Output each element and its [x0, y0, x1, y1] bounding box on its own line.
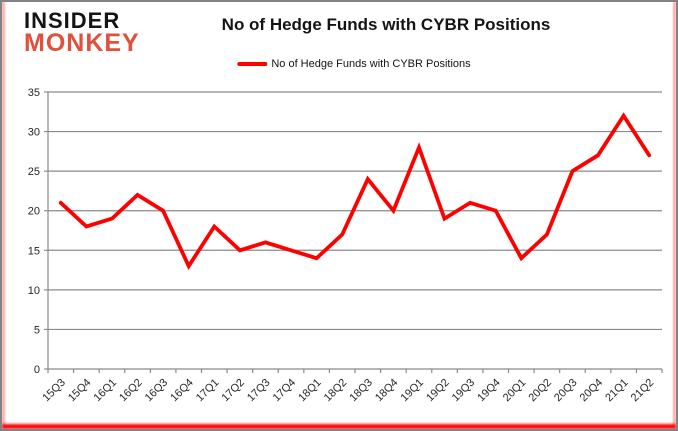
svg-text:19Q3: 19Q3	[450, 377, 478, 405]
svg-text:16Q1: 16Q1	[92, 377, 120, 405]
svg-text:20Q4: 20Q4	[578, 377, 606, 405]
svg-text:19Q4: 19Q4	[475, 377, 503, 405]
svg-text:35: 35	[28, 87, 40, 99]
svg-text:0: 0	[34, 364, 40, 376]
svg-text:18Q2: 18Q2	[322, 377, 350, 405]
svg-text:20Q1: 20Q1	[501, 377, 529, 405]
svg-text:20Q2: 20Q2	[526, 377, 554, 405]
logo-line-monkey: MONKEY	[24, 28, 140, 57]
svg-text:18Q3: 18Q3	[347, 377, 375, 405]
svg-text:30: 30	[28, 127, 40, 139]
svg-text:17Q2: 17Q2	[219, 377, 247, 405]
svg-text:15: 15	[28, 245, 40, 257]
legend-label: No of Hedge Funds with CYBR Positions	[271, 58, 471, 70]
svg-text:19Q2: 19Q2	[424, 377, 452, 405]
svg-text:25: 25	[28, 166, 40, 178]
svg-text:15Q4: 15Q4	[66, 377, 94, 405]
svg-text:20Q3: 20Q3	[552, 377, 580, 405]
svg-text:17Q3: 17Q3	[245, 377, 273, 405]
svg-text:16Q4: 16Q4	[168, 377, 196, 405]
chart-title: No of Hedge Funds with CYBR Positions	[221, 15, 551, 34]
logo-line-insider: INSIDER	[24, 8, 121, 33]
svg-text:16Q3: 16Q3	[143, 377, 171, 405]
chart-legend: No of Hedge Funds with CYBR Positions	[237, 58, 471, 70]
insider-monkey-logo: INSIDER MONKEY	[24, 8, 140, 57]
svg-text:15Q3: 15Q3	[40, 377, 68, 405]
svg-text:18Q4: 18Q4	[373, 377, 401, 405]
svg-text:21Q2: 21Q2	[629, 377, 657, 405]
svg-text:21Q1: 21Q1	[603, 377, 631, 405]
svg-text:17Q1: 17Q1	[194, 377, 222, 405]
legend-line-marker	[237, 62, 268, 66]
svg-text:19Q1: 19Q1	[399, 377, 427, 405]
svg-text:10: 10	[28, 285, 40, 297]
svg-text:17Q4: 17Q4	[271, 377, 299, 405]
svg-text:5: 5	[34, 324, 40, 336]
svg-text:20: 20	[28, 206, 40, 218]
svg-text:16Q2: 16Q2	[117, 377, 145, 405]
svg-text:18Q1: 18Q1	[296, 377, 324, 405]
